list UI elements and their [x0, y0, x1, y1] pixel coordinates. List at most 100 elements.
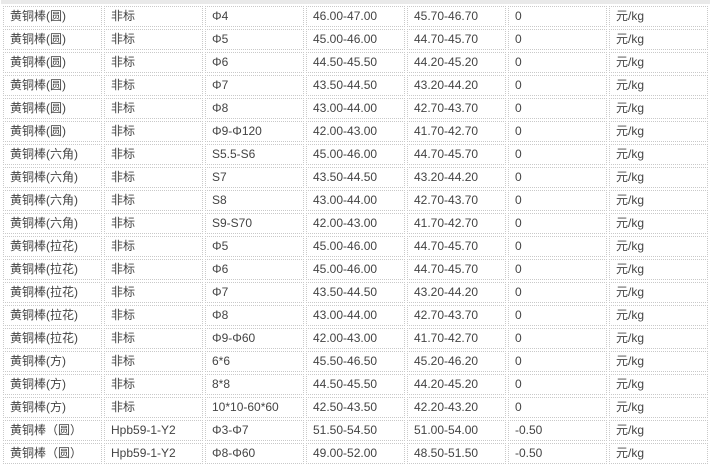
table-row: 黄铜棒(拉花) 非标 Φ5 45.00-46.00 44.70-45.70 0 元/kg [3, 236, 708, 257]
table-row: 黄铜棒(圆) 非标 Φ9-Φ120 42.00-43.00 41.70-42.70 0 元/… [3, 121, 708, 142]
cell-unit: 元/kg [609, 213, 708, 234]
cell-price-range-2: 51.00-54.00 [407, 420, 506, 441]
cell-standard: 非标 [104, 121, 203, 142]
cell-change: 0 [508, 236, 607, 257]
cell-change: 0 [508, 374, 607, 395]
cell-price-range-2: 45.70-46.70 [407, 6, 506, 27]
brass-rod-price-table: 黄铜棒(圆) 非标 Φ4 46.00-47.00 45.70-46.70 0 元/kg 黄铜棒… [1, 4, 710, 465]
cell-price-range-1: 43.50-44.50 [306, 75, 405, 96]
cell-specification: Φ8 [205, 305, 304, 326]
table-row: 黄铜棒(拉花) 非标 Φ7 43.50-44.50 43.20-44.20 0 元/kg [3, 282, 708, 303]
cell-change: 0 [508, 144, 607, 165]
cell-price-range-2: 44.20-45.20 [407, 52, 506, 73]
table-row: 黄铜棒(拉花) 非标 Φ9-Φ60 42.00-43.00 41.70-42.70 0 元/… [3, 328, 708, 349]
table-row: 黄铜棒(方) 非标 8*8 44.50-45.50 44.20-45.20 0 元/kg [3, 374, 708, 395]
cell-specification: 6*6 [205, 351, 304, 372]
cell-price-range-1: 44.50-45.50 [306, 374, 405, 395]
table-row: 黄铜棒（圆） Hpb59-1-Y2 Φ8-Φ60 49.00-52.00 48.50-5… [3, 443, 708, 464]
cell-standard: 非标 [104, 328, 203, 349]
cell-price-range-1: 51.50-54.50 [306, 420, 405, 441]
cell-specification: Φ8-Φ60 [205, 443, 304, 464]
cell-specification: Φ7 [205, 282, 304, 303]
cell-change: 0 [508, 397, 607, 418]
cell-price-range-1: 43.00-44.00 [306, 305, 405, 326]
cell-unit: 元/kg [609, 75, 708, 96]
cell-price-range-1: 43.50-44.50 [306, 167, 405, 188]
cell-specification: Φ5 [205, 236, 304, 257]
cell-standard: 非标 [104, 236, 203, 257]
cell-product-name: 黄铜棒(圆) [3, 121, 102, 142]
cell-product-name: 黄铜棒(方) [3, 374, 102, 395]
cell-price-range-2: 44.70-45.70 [407, 259, 506, 280]
cell-price-range-1: 42.00-43.00 [306, 121, 405, 142]
table-row: 黄铜棒（圆） Hpb59-1-Y2 Φ3-Φ7 51.50-54.50 51.00-54… [3, 420, 708, 441]
cell-product-name: 黄铜棒(拉花) [3, 259, 102, 280]
table-row: 黄铜棒(六角) 非标 S8 43.00-44.00 42.70-43.70 0 元/kg [3, 190, 708, 211]
cell-specification: Φ5 [205, 29, 304, 50]
cell-specification: Φ4 [205, 6, 304, 27]
cell-price-range-1: 45.00-46.00 [306, 144, 405, 165]
cell-change: 0 [508, 282, 607, 303]
cell-product-name: 黄铜棒(圆) [3, 29, 102, 50]
cell-product-name: 黄铜棒(六角) [3, 144, 102, 165]
cell-product-name: 黄铜棒(圆) [3, 6, 102, 27]
cell-standard: 非标 [104, 190, 203, 211]
cell-unit: 元/kg [609, 167, 708, 188]
cell-product-name: 黄铜棒（圆） [3, 443, 102, 464]
cell-price-range-2: 44.70-45.70 [407, 29, 506, 50]
cell-change: 0 [508, 259, 607, 280]
table-row: 黄铜棒(方) 非标 10*10-60*60 42.50-43.50 42.20-43.2… [3, 397, 708, 418]
cell-price-range-2: 45.20-46.20 [407, 351, 506, 372]
cell-change: 0 [508, 29, 607, 50]
table-row: 黄铜棒(六角) 非标 S7 43.50-44.50 43.20-44.20 0 元/kg [3, 167, 708, 188]
cell-specification: Φ9-Φ120 [205, 121, 304, 142]
table-row: 黄铜棒(圆) 非标 Φ5 45.00-46.00 44.70-45.70 0 元/kg [3, 29, 708, 50]
cell-price-range-1: 46.00-47.00 [306, 6, 405, 27]
cell-standard: 非标 [104, 259, 203, 280]
cell-price-range-1: 49.00-52.00 [306, 443, 405, 464]
cell-standard: 非标 [104, 52, 203, 73]
cell-product-name: 黄铜棒(拉花) [3, 328, 102, 349]
cell-specification: 8*8 [205, 374, 304, 395]
cell-standard: Hpb59-1-Y2 [104, 443, 203, 464]
table-row: 黄铜棒(方) 非标 6*6 45.50-46.50 45.20-46.20 0 元/kg [3, 351, 708, 372]
cell-change: 0 [508, 167, 607, 188]
cell-unit: 元/kg [609, 144, 708, 165]
cell-specification: S7 [205, 167, 304, 188]
cell-product-name: 黄铜棒(拉花) [3, 282, 102, 303]
cell-price-range-1: 44.50-45.50 [306, 52, 405, 73]
table-row: 黄铜棒(六角) 非标 S5.5-S6 45.00-46.00 44.70-45.70 0 元… [3, 144, 708, 165]
cell-price-range-2: 43.20-44.20 [407, 75, 506, 96]
cell-price-range-1: 43.00-44.00 [306, 190, 405, 211]
cell-product-name: 黄铜棒(圆) [3, 52, 102, 73]
cell-change: 0 [508, 75, 607, 96]
cell-price-range-1: 45.50-46.50 [306, 351, 405, 372]
cell-unit: 元/kg [609, 29, 708, 50]
cell-price-range-1: 43.50-44.50 [306, 282, 405, 303]
cell-product-name: 黄铜棒(方) [3, 397, 102, 418]
cell-standard: Hpb59-1-Y2 [104, 420, 203, 441]
cell-standard: 非标 [104, 98, 203, 119]
cell-change: 0 [508, 121, 607, 142]
cell-price-range-2: 41.70-42.70 [407, 213, 506, 234]
cell-standard: 非标 [104, 144, 203, 165]
cell-product-name: 黄铜棒(六角) [3, 190, 102, 211]
cell-standard: 非标 [104, 351, 203, 372]
cell-standard: 非标 [104, 305, 203, 326]
cell-change: 0 [508, 305, 607, 326]
cell-unit: 元/kg [609, 305, 708, 326]
cell-product-name: 黄铜棒(拉花) [3, 305, 102, 326]
cell-change: 0 [508, 6, 607, 27]
cell-change: 0 [508, 351, 607, 372]
cell-price-range-2: 44.70-45.70 [407, 144, 506, 165]
cell-unit: 元/kg [609, 351, 708, 372]
cell-change: 0 [508, 328, 607, 349]
cell-specification: Φ9-Φ60 [205, 328, 304, 349]
cell-unit: 元/kg [609, 190, 708, 211]
cell-specification: Φ6 [205, 259, 304, 280]
cell-change: 0 [508, 98, 607, 119]
cell-product-name: 黄铜棒(六角) [3, 213, 102, 234]
cell-specification: Φ8 [205, 98, 304, 119]
cell-unit: 元/kg [609, 397, 708, 418]
cell-specification: Φ3-Φ7 [205, 420, 304, 441]
